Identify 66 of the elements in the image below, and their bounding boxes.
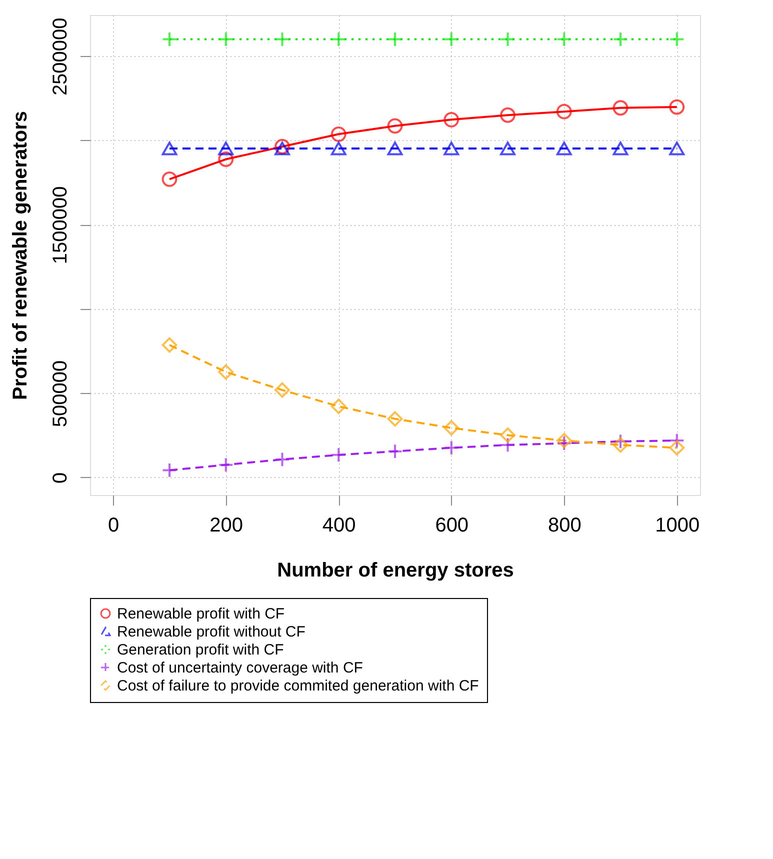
- point: [500, 142, 516, 156]
- y-tick-label: 2500000: [50, 18, 72, 96]
- point: [387, 411, 403, 427]
- y-tick-label: 1500000: [50, 186, 72, 264]
- point: [556, 142, 572, 156]
- legend-label: Generation profit with CF: [117, 642, 284, 658]
- point: [612, 434, 628, 450]
- y-axis-title: Profit of renewable generators: [10, 111, 32, 400]
- y-tick-label: 0: [50, 472, 72, 484]
- point: [330, 447, 346, 463]
- point: [330, 142, 346, 156]
- x-tick-label: 1000: [655, 514, 700, 536]
- point: [669, 99, 685, 115]
- point: [274, 32, 290, 47]
- legend-label: Renewable profit with CF: [117, 606, 285, 622]
- point: [444, 440, 460, 456]
- legend-label: Renewable profit without CF: [117, 624, 306, 640]
- point: [162, 462, 178, 478]
- x-tick-label: 800: [548, 514, 582, 536]
- point: [612, 142, 628, 156]
- point: [556, 432, 572, 448]
- point: [500, 107, 516, 123]
- point: [556, 32, 572, 47]
- point: [444, 32, 460, 47]
- point: [556, 104, 572, 120]
- legend-label: Cost of failure to provide commited generation with CF: [117, 678, 479, 694]
- point: [387, 444, 403, 460]
- point: [162, 171, 178, 187]
- point: [387, 118, 403, 134]
- point: [162, 142, 178, 156]
- point: [500, 427, 516, 443]
- point: [387, 142, 403, 156]
- x-axis-title: Number of energy stores: [277, 560, 514, 582]
- point: [500, 437, 516, 453]
- point: [500, 32, 516, 47]
- y-tick-label: 500000: [50, 360, 72, 428]
- x-tick-label: 200: [210, 514, 244, 536]
- point: [218, 364, 234, 380]
- legend-label: Cost of uncertainty coverage with CF: [117, 660, 363, 676]
- point: [330, 126, 346, 142]
- point: [444, 420, 460, 436]
- point: [669, 142, 685, 156]
- point: [612, 100, 628, 116]
- point: [274, 142, 290, 156]
- point: [669, 432, 685, 448]
- point: [612, 32, 628, 47]
- point: [218, 32, 234, 47]
- x-tick-label: 400: [322, 514, 356, 536]
- point: [612, 437, 628, 453]
- point: [274, 452, 290, 468]
- point: [162, 337, 178, 353]
- point: [162, 32, 178, 47]
- point: [330, 398, 346, 414]
- point: [387, 32, 403, 47]
- point: [274, 382, 290, 398]
- point: [556, 436, 572, 451]
- point: [669, 440, 685, 456]
- point: [218, 142, 234, 156]
- point: [669, 32, 685, 47]
- point: [330, 32, 346, 47]
- x-tick-label: 600: [435, 514, 469, 536]
- point: [444, 142, 460, 156]
- point: [218, 152, 234, 167]
- point: [218, 457, 234, 473]
- x-tick-label: 0: [108, 514, 120, 536]
- point: [444, 112, 460, 128]
